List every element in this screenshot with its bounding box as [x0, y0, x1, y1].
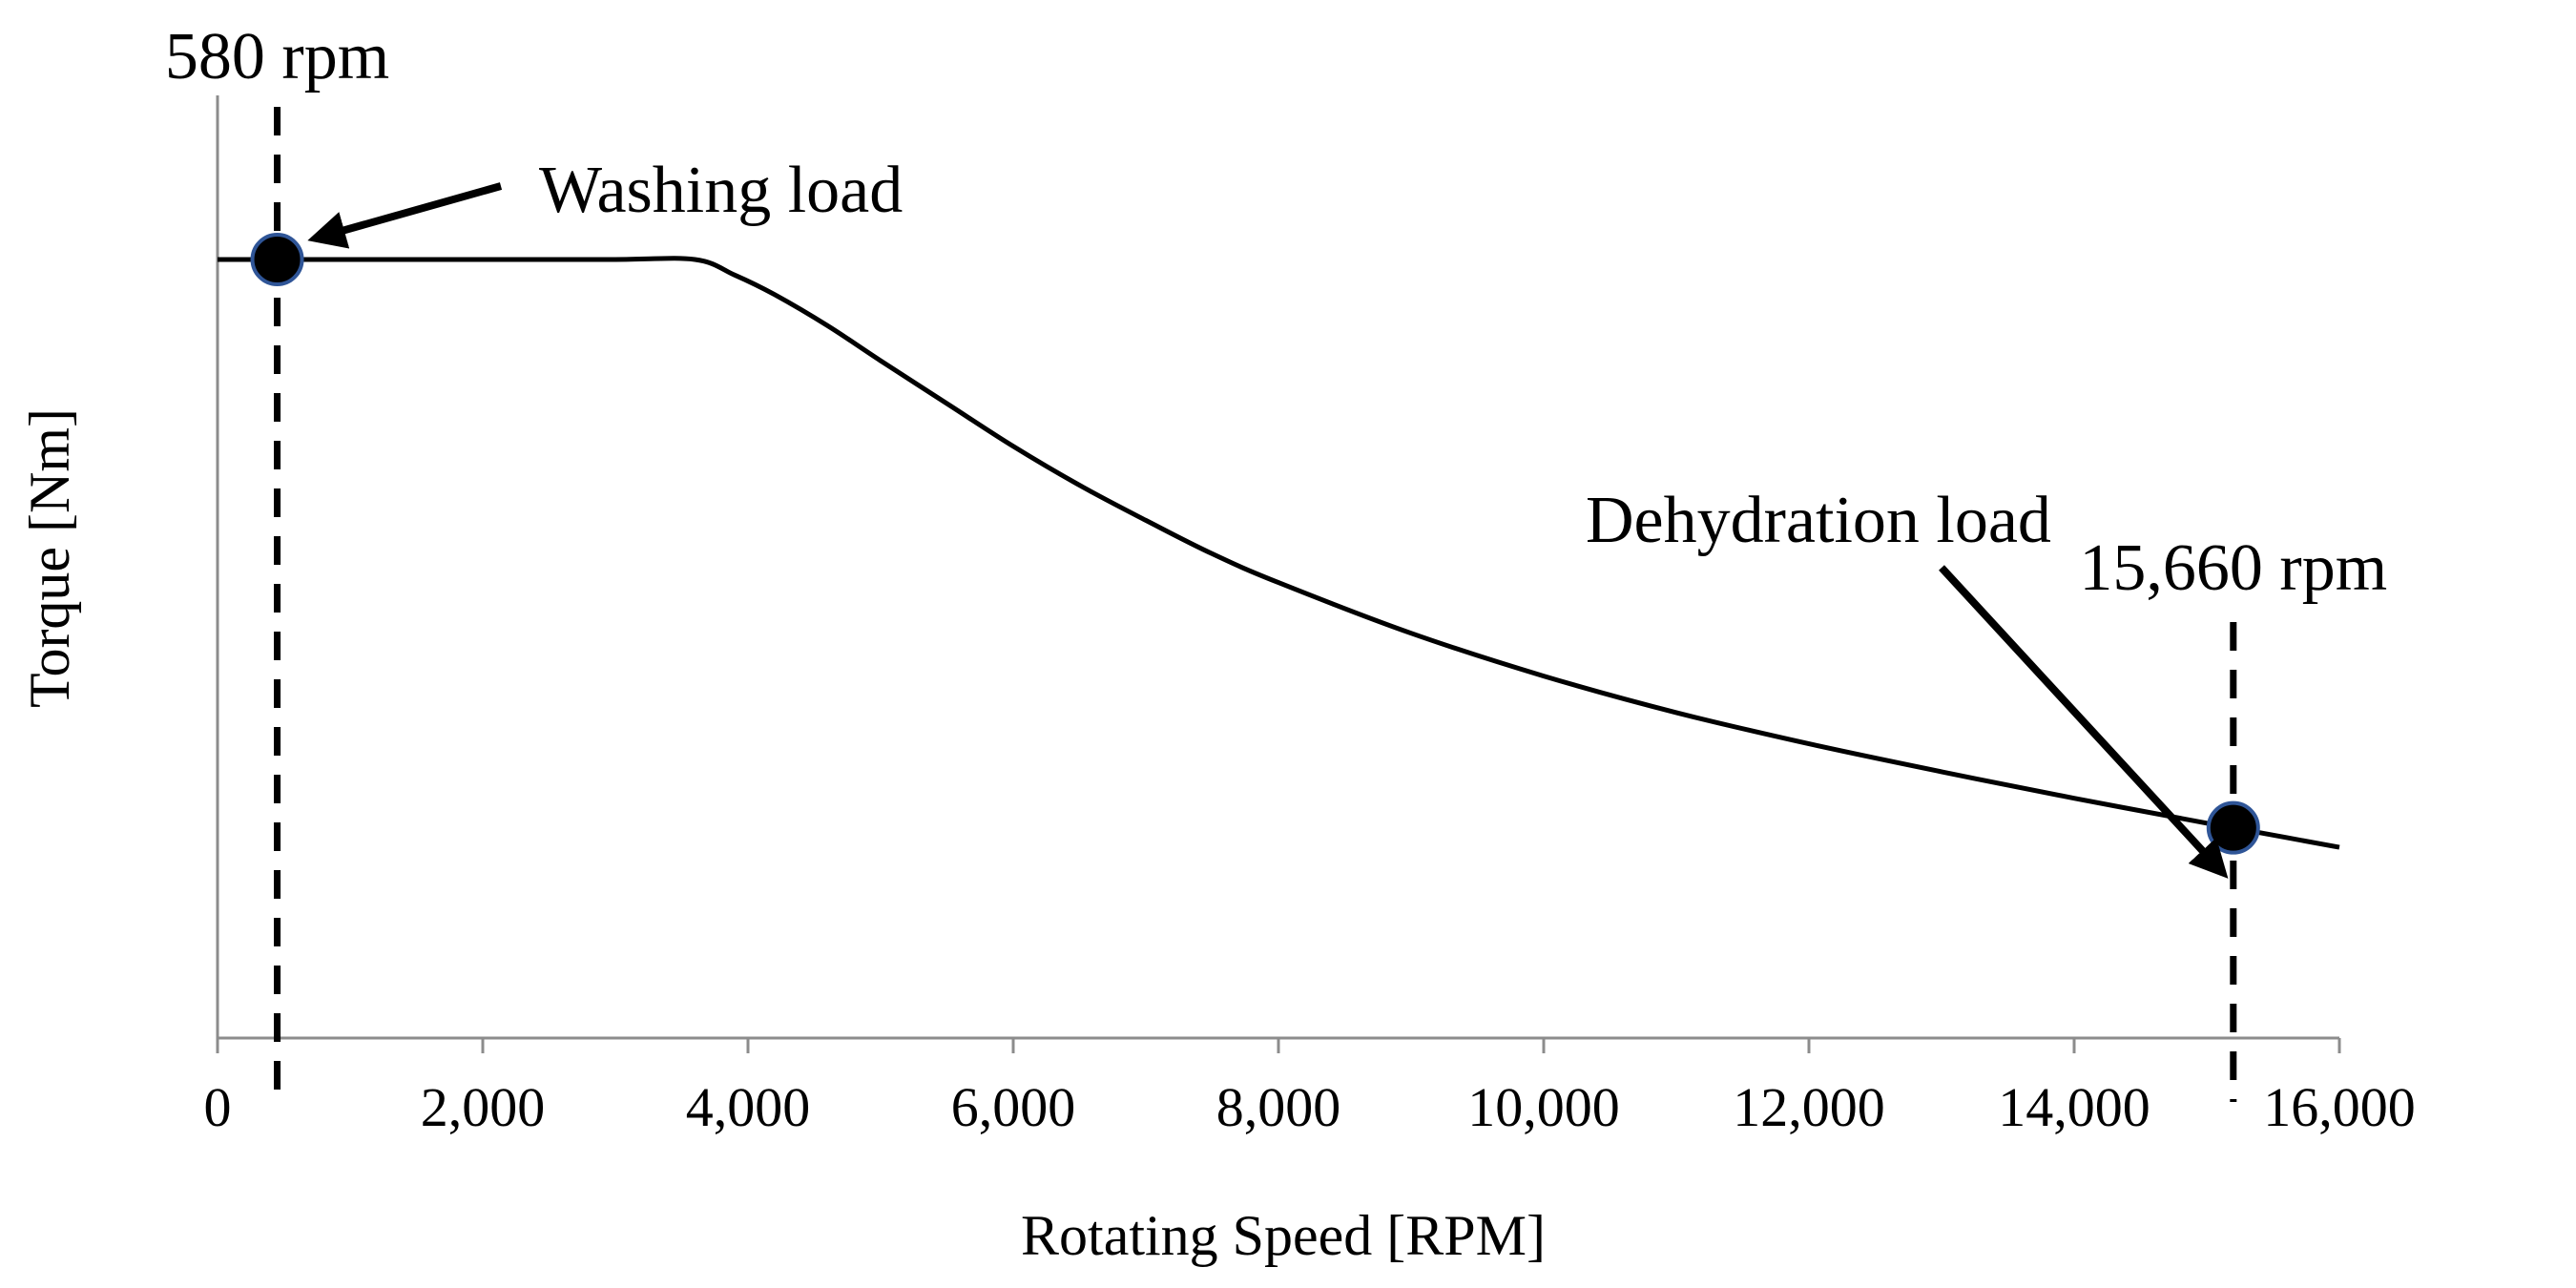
- rpm-marker-label: 580 rpm: [165, 20, 389, 93]
- load-point: [253, 235, 302, 284]
- x-tick-label: 8,000: [1216, 1076, 1341, 1138]
- x-tick-label: 6,000: [951, 1076, 1076, 1138]
- point-label: Washing load: [539, 154, 903, 227]
- annotation-arrow: [1942, 568, 2223, 873]
- x-tick-label: 12,000: [1733, 1076, 1885, 1138]
- x-tick-label: 0: [204, 1076, 232, 1138]
- annotation-arrow: [315, 186, 501, 239]
- x-tick-label: 14,000: [1998, 1076, 2150, 1138]
- load-point: [2209, 803, 2258, 853]
- rpm-marker-label: 15,660 rpm: [2079, 531, 2387, 605]
- point-label: Dehydration load: [1586, 484, 2051, 557]
- x-axis-title: Rotating Speed [RPM]: [1021, 1204, 1546, 1267]
- x-tick-label: 10,000: [1467, 1076, 1620, 1138]
- y-axis-title: Torque [Nm]: [18, 408, 81, 708]
- x-tick-label: 4,000: [686, 1076, 811, 1138]
- x-tick-label: 16,000: [2263, 1076, 2416, 1138]
- x-tick-label: 2,000: [421, 1076, 546, 1138]
